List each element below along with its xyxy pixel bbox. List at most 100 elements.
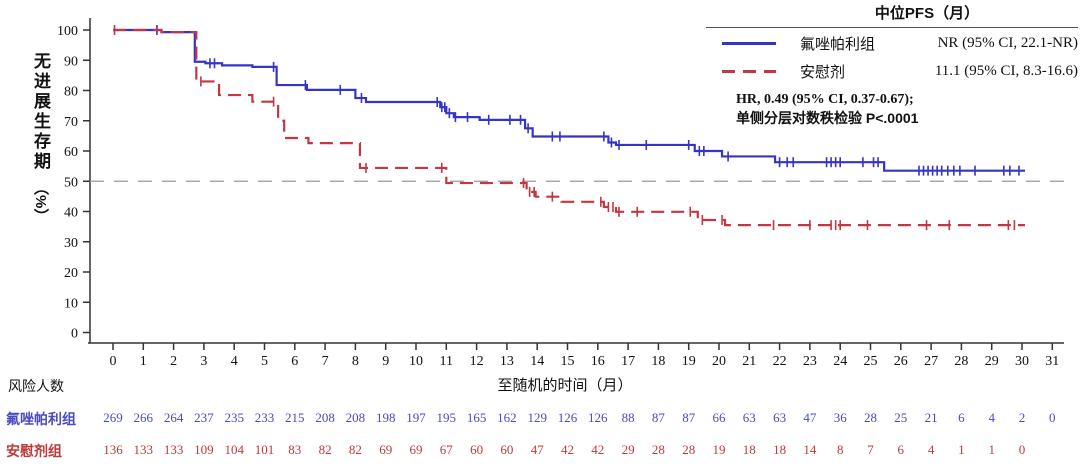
y-tick-label: 40 xyxy=(64,206,78,221)
risk-value: 197 xyxy=(406,410,426,425)
x-tick-label: 3 xyxy=(200,354,207,369)
x-tick-label: 5 xyxy=(261,354,268,369)
risk-value: 198 xyxy=(375,410,396,425)
risk-value: 19 xyxy=(712,442,726,457)
risk-value: 87 xyxy=(651,410,665,425)
risk-value: 1 xyxy=(988,442,995,457)
legend-header: 中位PFS（月） xyxy=(874,5,980,22)
y-tick-label: 20 xyxy=(64,266,78,281)
y-tick-label: 60 xyxy=(64,145,78,160)
risk-row-label: 安慰剂组 xyxy=(6,443,62,459)
legend-median-fluzoparib: NR (95% CI, 22.1-NR) xyxy=(937,34,1078,51)
risk-row-placebo: 安慰剂组 136 133 133 109 104 101 83 82 82 69 69 67 60 60 47… xyxy=(0,441,1080,461)
x-tick-label: 9 xyxy=(382,354,389,369)
x-tick-label: 12 xyxy=(470,354,484,369)
x-tick-label: 31 xyxy=(1045,354,1059,369)
risk-value: 42 xyxy=(561,442,574,457)
stats-annotation: HR, 0.49 (95% CI, 0.37-0.67); 单侧分层对数秩检验 … xyxy=(736,90,918,128)
x-tick-label: 25 xyxy=(864,354,878,369)
x-tick-label: 28 xyxy=(954,354,968,369)
risk-value: 28 xyxy=(651,442,665,457)
x-tick-label: 21 xyxy=(742,354,756,369)
risk-value: 8 xyxy=(836,442,844,457)
risk-value: 0 xyxy=(1049,410,1056,425)
risk-value: 0 xyxy=(1018,442,1026,457)
risk-value: 29 xyxy=(621,442,635,457)
x-tick-label: 19 xyxy=(682,354,696,369)
risk-value: 66 xyxy=(712,410,726,425)
risk-value: 208 xyxy=(315,410,335,425)
risk-value: 129 xyxy=(527,410,547,425)
y-tick-label: 90 xyxy=(64,54,78,69)
risk-value: 7 xyxy=(867,442,874,457)
risk-value: 63 xyxy=(742,410,756,425)
x-tick-label: 29 xyxy=(985,354,999,369)
risk-value: 69 xyxy=(379,442,393,457)
x-tick-label: 27 xyxy=(924,354,938,369)
y-tick-label: 70 xyxy=(64,115,78,130)
x-axis-title: 至随机的时间（月） xyxy=(497,377,633,394)
risk-value: 82 xyxy=(318,442,332,457)
risk-value: 133 xyxy=(133,442,154,457)
x-tick-label: 0 xyxy=(110,354,117,369)
risk-value: 14 xyxy=(803,442,817,457)
risk-value: 1 xyxy=(958,442,965,457)
risk-value: 215 xyxy=(285,410,305,425)
pvalue-text: 单侧分层对数秩检验 P<.0001 xyxy=(736,110,919,126)
risk-table-title: 风险人数 xyxy=(8,378,64,394)
x-tick-label: 15 xyxy=(561,354,575,369)
risk-value: 60 xyxy=(500,442,514,457)
risk-value: 6 xyxy=(958,410,965,425)
risk-value: 126 xyxy=(588,410,608,425)
y-tick-label: 0 xyxy=(71,327,78,342)
risk-value: 4 xyxy=(988,410,995,425)
x-tick-label: 17 xyxy=(621,354,635,369)
x-tick-label: 23 xyxy=(803,354,817,369)
risk-value: 63 xyxy=(773,410,787,425)
risk-value: 6 xyxy=(897,442,905,457)
risk-value: 195 xyxy=(436,410,457,425)
risk-value: 42 xyxy=(591,442,605,457)
risk-value: 269 xyxy=(103,410,123,425)
x-tick-label: 10 xyxy=(409,354,423,369)
x-tick-label: 14 xyxy=(530,354,544,369)
y-tick-label: 100 xyxy=(57,24,78,39)
risk-value: 104 xyxy=(224,442,244,457)
y-tick-label: 30 xyxy=(64,236,78,251)
hazard-ratio-text: HR, 0.49 (95% CI, 0.37-0.67); xyxy=(736,92,914,107)
risk-value: 67 xyxy=(439,442,453,457)
legend: 中位PFS（月） 氟唑帕利组 NR (95% CI, 22.1-NR) 安慰剂 … xyxy=(706,2,1078,84)
risk-value: 21 xyxy=(924,410,938,425)
km-curve-placebo xyxy=(113,28,1026,227)
risk-value: 87 xyxy=(682,410,696,425)
risk-value: 88 xyxy=(621,410,635,425)
legend-label-fluzoparib: 氟唑帕利组 xyxy=(800,35,876,53)
x-tick-label: 8 xyxy=(352,354,359,369)
risk-row-fluzoparib: 氟唑帕利组 269 266 264 237 235 233 215 208 208 198 197 19… xyxy=(0,409,1080,429)
y-tick-label: 80 xyxy=(64,85,78,100)
risk-value: 82 xyxy=(348,442,362,457)
y-axis-unit: （%） xyxy=(32,180,49,224)
risk-value: 136 xyxy=(103,442,123,457)
risk-value: 25 xyxy=(894,410,908,425)
risk-value: 69 xyxy=(409,442,423,457)
risk-value: 28 xyxy=(864,410,877,425)
legend-divider xyxy=(706,27,1078,28)
risk-value: 237 xyxy=(194,410,214,425)
risk-value: 83 xyxy=(288,442,302,457)
risk-value: 133 xyxy=(163,442,184,457)
km-curve-fluzoparib xyxy=(113,28,1026,172)
legend-row-placebo: 安慰剂 11.1 (95% CI, 8.3-16.6) xyxy=(706,58,1078,84)
risk-value: 2 xyxy=(1018,410,1026,425)
legend-median-placebo: 11.1 (95% CI, 8.3-16.6) xyxy=(934,62,1078,79)
risk-value: 266 xyxy=(133,410,154,425)
placebo-line-sample xyxy=(722,69,776,73)
risk-value: 264 xyxy=(163,410,184,425)
risk-value: 233 xyxy=(254,410,275,425)
x-tick-label: 11 xyxy=(440,354,453,369)
x-tick-label: 20 xyxy=(712,354,726,369)
risk-value: 18 xyxy=(742,442,756,457)
x-tick-label: 4 xyxy=(231,354,238,369)
